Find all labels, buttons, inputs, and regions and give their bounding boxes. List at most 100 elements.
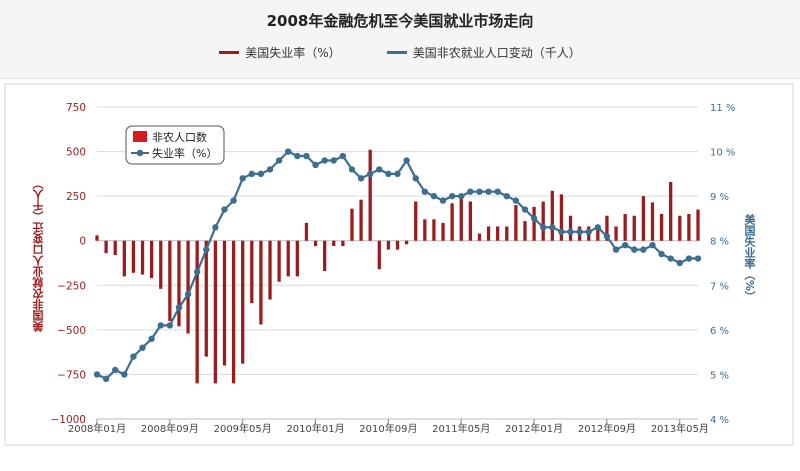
- nonfarm-bar: [441, 222, 445, 241]
- inner-legend-label-bars: 非农人口数: [152, 130, 207, 144]
- nonfarm-bar: [414, 201, 418, 241]
- x-tick-label: 2010年09月: [359, 422, 417, 435]
- x-tick-label: 2008年01月: [68, 422, 126, 435]
- unemployment-point: [439, 197, 447, 204]
- unemployment-point: [621, 241, 629, 249]
- nonfarm-bar: [632, 215, 636, 241]
- unemployment-point: [649, 241, 656, 249]
- unemployment-point: [112, 366, 119, 374]
- nonfarm-bar: [332, 240, 336, 247]
- nonfarm-bar: [95, 235, 99, 241]
- unemployment-point: [184, 291, 192, 298]
- unemployment-point: [685, 255, 693, 262]
- unemployment-point: [321, 157, 328, 164]
- unemployment-point: [303, 152, 310, 160]
- nonfarm-bar: [641, 196, 646, 241]
- unemployment-point: [275, 157, 283, 164]
- unemployment-point: [521, 206, 529, 213]
- unemployment-point: [558, 228, 565, 235]
- x-tick-label: 2013年05月: [651, 422, 709, 435]
- nonfarm-bar: [687, 213, 691, 241]
- unemployment-point: [494, 188, 501, 195]
- plot-border: [4, 83, 794, 446]
- nonfarm-bar: [568, 215, 573, 241]
- unemployment-point: [157, 322, 164, 329]
- nonfarm-bar: [186, 240, 190, 334]
- unemployment-point: [640, 246, 647, 253]
- y-left-tick-label: 500: [66, 147, 86, 159]
- nonfarm-bar: [477, 233, 482, 241]
- unemployment-point: [285, 148, 292, 155]
- unemployment-point: [385, 170, 392, 178]
- unemployment-point: [203, 246, 210, 253]
- nonfarm-bar: [650, 202, 655, 241]
- unemployment-point: [412, 175, 419, 182]
- nonfarm-bar: [468, 201, 472, 241]
- nonfarm-bar: [450, 203, 454, 241]
- nonfarm-bar: [669, 181, 673, 241]
- y-right-tick-label: 7 %: [710, 281, 729, 292]
- y-right-tick-label: 10 %: [710, 148, 735, 159]
- nonfarm-bar: [241, 240, 245, 364]
- unemployment-point: [330, 157, 337, 164]
- unemployment-point: [357, 175, 365, 182]
- y-left-tick-label: 0: [79, 236, 86, 248]
- unemployment-point: [594, 224, 602, 231]
- unemployment-point: [348, 166, 356, 173]
- x-tick-label: 2009年05月: [214, 422, 272, 435]
- legend-item-nonfarm-change[interactable]: 美国非农就业人口变动（千人）: [386, 42, 581, 62]
- unemployment-point: [248, 170, 256, 178]
- unemployment-point: [166, 322, 174, 329]
- nonfarm-bar: [295, 240, 299, 277]
- header-band: [0, 0, 800, 79]
- nonfarm-bar: [149, 240, 154, 279]
- x-tick-label: 2012年01月: [505, 422, 563, 435]
- unemployment-point: [257, 170, 265, 178]
- unemployment-point: [631, 246, 638, 253]
- inner-legend-box: [125, 125, 225, 165]
- nonfarm-bar: [496, 226, 500, 241]
- nonfarm-bar: [523, 221, 527, 241]
- nonfarm-bar: [423, 219, 427, 241]
- nonfarm-bar: [323, 240, 327, 272]
- y-left-tick-label: 250: [66, 191, 86, 203]
- y-right-tick-label: 8 %: [710, 237, 729, 248]
- legend-label-nonfarm-change: 美国非农就业人口变动（千人）: [412, 45, 581, 60]
- nonfarm-bar: [368, 149, 372, 241]
- unemployment-point: [467, 188, 474, 195]
- nonfarm-bar: [541, 201, 545, 241]
- nonfarm-bar: [195, 240, 199, 384]
- unemployment-point: [394, 170, 401, 178]
- legend-label-unemployment-rate: 美国失业率（%）: [245, 45, 341, 60]
- nonfarm-bar: [359, 199, 363, 241]
- nonfarm-bar: [104, 240, 108, 254]
- nonfarm-bar: [605, 215, 609, 241]
- nonfarm-bar: [122, 240, 126, 277]
- unemployment-point: [93, 371, 101, 378]
- unemployment-point: [102, 375, 110, 383]
- nonfarm-bar: [505, 226, 509, 241]
- unemployment-point: [239, 175, 246, 182]
- chart-title: 2008年金融危机至今美国就业市场走向: [266, 12, 534, 30]
- unemployment-point: [658, 250, 665, 258]
- bar-legend-swatch: [219, 50, 240, 54]
- unemployment-point: [193, 268, 201, 276]
- unemployment-point: [503, 192, 510, 200]
- unemployment-point: [130, 353, 137, 360]
- unemployment-point: [221, 206, 228, 213]
- y-left-tick-label: −750: [57, 369, 86, 381]
- nonfarm-bar: [532, 206, 536, 241]
- unemployment-point: [175, 304, 183, 311]
- nonfarm-bar: [559, 194, 564, 241]
- nonfarm-bar: [386, 240, 391, 250]
- legend-item-unemployment-rate[interactable]: 美国失业率（%）: [219, 42, 341, 62]
- nonfarm-bar: [231, 240, 236, 384]
- nonfarm-bar: [596, 226, 600, 241]
- unemployment-point: [212, 224, 219, 231]
- nonfarm-bar: [286, 240, 290, 277]
- unemployment-point: [512, 197, 520, 204]
- nonfarm-bar: [459, 197, 463, 241]
- unemployment-point: [366, 170, 374, 178]
- unemployment-point: [139, 344, 146, 351]
